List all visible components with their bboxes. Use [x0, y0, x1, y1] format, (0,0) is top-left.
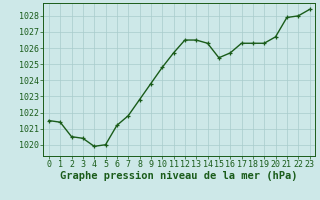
X-axis label: Graphe pression niveau de la mer (hPa): Graphe pression niveau de la mer (hPa) — [60, 171, 298, 181]
